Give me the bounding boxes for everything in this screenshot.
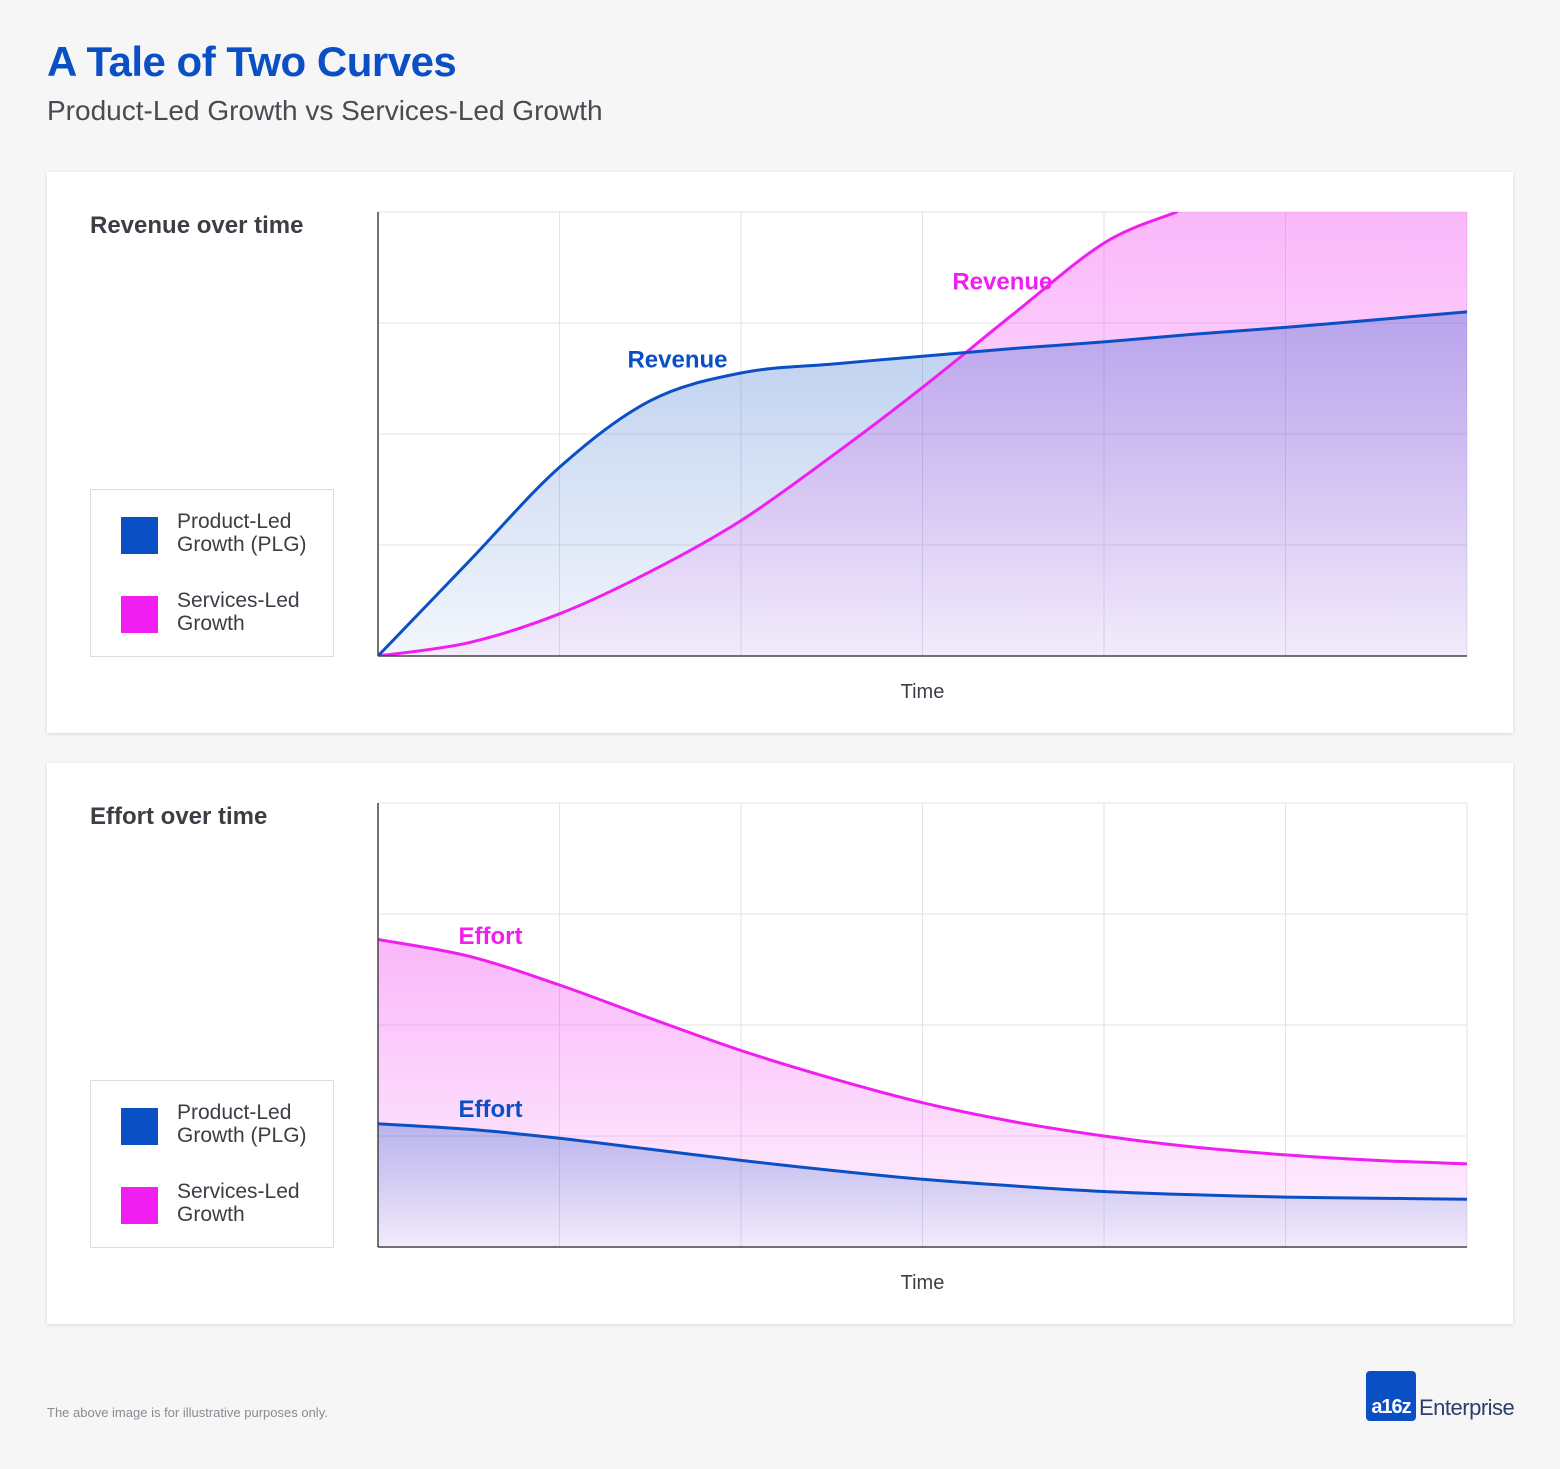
x-axis-label: Time (901, 1272, 945, 1294)
footnote: The above image is for illustrative purp… (47, 1405, 328, 1420)
chart-legend: Product-Led Growth (PLG) Services-Led Gr… (90, 489, 334, 657)
a16z-logo: a16z Enterprise (1366, 1371, 1516, 1423)
series-label-plg: Effort (459, 1096, 523, 1123)
series-label-slg: Revenue (952, 269, 1052, 296)
logo-mark: a16z (1366, 1371, 1416, 1421)
page-subtitle: Product-Led Growth vs Services-Led Growt… (47, 95, 603, 126)
legend-item-slg: Services-Led Growth (121, 589, 321, 639)
series-label-slg: Effort (459, 923, 523, 950)
legend-item-plg: Product-Led Growth (PLG) (121, 510, 321, 560)
chart-title: Revenue over time (90, 212, 304, 239)
legend-label-slg: Services-Led Growth (177, 1180, 300, 1226)
chart-legend: Product-Led Growth (PLG) Services-Led Gr… (90, 1080, 334, 1248)
legend-swatch-plg (121, 517, 158, 554)
chart-title: Effort over time (90, 803, 268, 830)
series-label-plg: Revenue (627, 346, 727, 373)
legend-label-plg: Product-Led Growth (PLG) (177, 510, 307, 556)
series-area-plg (378, 1123, 1467, 1247)
series-line-slg (378, 938, 1467, 1166)
effort-chart: Time Effort Effort (377, 802, 1468, 1294)
legend-label-plg: Product-Led Growth (PLG) (177, 1101, 307, 1147)
legend-swatch-plg (121, 1108, 158, 1145)
revenue-chart-card: Revenue over time Time Revenue Revenue Pro… (47, 172, 1513, 733)
series-line-plg (378, 1122, 1467, 1201)
series-line-slg (378, 212, 1179, 656)
legend-item-plg: Product-Led Growth (PLG) (121, 1101, 321, 1151)
legend-label-slg: Services-Led Growth (177, 589, 300, 635)
revenue-chart: Time Revenue Revenue (377, 211, 1468, 703)
legend-swatch-slg (121, 596, 158, 633)
page-title: A Tale of Two Curves (47, 38, 457, 85)
effort-chart-card: Effort over time Time Effort Effort Produc… (47, 763, 1513, 1324)
series-line-plg (378, 310, 1467, 656)
legend-item-slg: Services-Led Growth (121, 1180, 321, 1230)
logo-text: Enterprise (1419, 1395, 1515, 1420)
x-axis-label: Time (901, 681, 945, 703)
legend-swatch-slg (121, 1187, 158, 1224)
